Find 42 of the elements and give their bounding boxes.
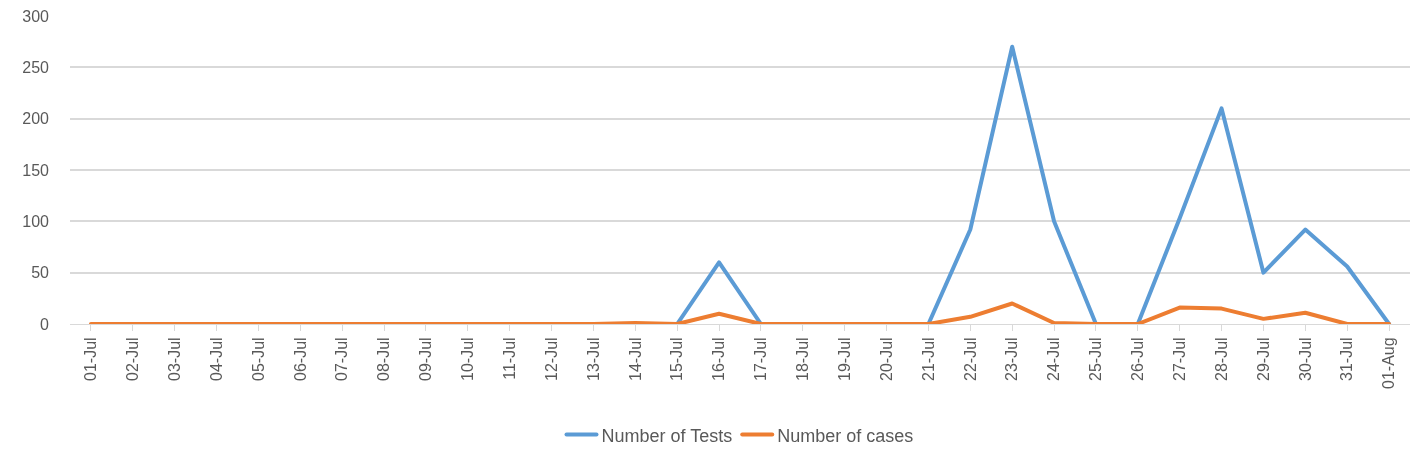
y-tick-label: 50	[31, 264, 50, 282]
x-tick-label: 01-Aug	[1380, 337, 1398, 389]
legend-label: Number of Tests	[601, 425, 733, 446]
x-tick-label: 28-Jul	[1212, 337, 1230, 381]
x-tick-label: 26-Jul	[1129, 337, 1147, 381]
y-tick-label: 300	[22, 7, 50, 25]
x-tick-label: 01-Jul	[82, 337, 100, 381]
x-tick-label: 11-Jul	[500, 337, 518, 380]
x-tick-label: 21-Jul	[919, 337, 937, 381]
x-tick-label: 09-Jul	[417, 337, 435, 381]
x-tick-label: 05-Jul	[249, 337, 267, 381]
x-tick-label: 02-Jul	[124, 337, 142, 381]
y-tick-label: 100	[22, 212, 50, 230]
x-tick-label: 17-Jul	[752, 337, 770, 381]
x-tick-label: 16-Jul	[710, 337, 728, 381]
legend-label: Number of cases	[777, 425, 914, 446]
x-tick-label: 25-Jul	[1087, 337, 1105, 381]
x-tick-label: 31-Jul	[1338, 337, 1356, 381]
x-tick-label: 22-Jul	[961, 337, 979, 381]
y-tick-label: 200	[22, 110, 50, 128]
x-tick-label: 19-Jul	[835, 337, 853, 381]
x-tick-label: 18-Jul	[794, 337, 812, 381]
x-tick-label: 06-Jul	[291, 337, 309, 381]
x-tick-label: 23-Jul	[1003, 337, 1021, 381]
y-tick-label: 150	[22, 161, 50, 179]
x-tick-label: 10-Jul	[459, 337, 477, 381]
x-tick-label: 15-Jul	[668, 337, 686, 381]
x-tick-label: 30-Jul	[1296, 337, 1314, 381]
x-tick-label: 20-Jul	[877, 337, 895, 381]
x-tick-label: 03-Jul	[165, 337, 183, 381]
x-tick-label: 07-Jul	[333, 337, 351, 381]
x-tick-label: 12-Jul	[542, 337, 560, 381]
x-tick-label: 13-Jul	[584, 337, 602, 381]
x-tick-label: 14-Jul	[626, 337, 644, 381]
y-tick-label: 250	[22, 58, 50, 76]
x-tick-label: 29-Jul	[1254, 337, 1272, 381]
x-tick-label: 04-Jul	[207, 337, 225, 381]
y-tick-label: 0	[40, 315, 50, 333]
x-tick-label: 27-Jul	[1170, 337, 1188, 381]
line-series	[88, 301, 1392, 324]
x-tick-label: 24-Jul	[1045, 337, 1063, 381]
x-tick-label: 08-Jul	[375, 337, 393, 381]
